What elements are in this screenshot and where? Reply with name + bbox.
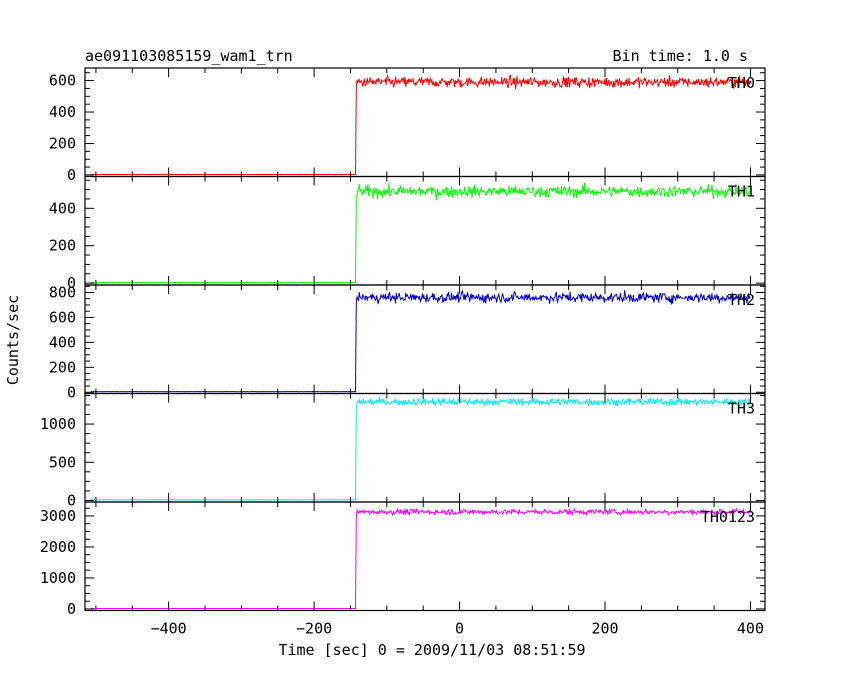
panel-label-th0: TH0 [728, 74, 755, 92]
panel-label-th2: TH2 [728, 291, 755, 309]
series-line-th2 [90, 289, 751, 393]
panel-label-th0123: TH0123 [701, 508, 755, 526]
series-line-th0123 [90, 507, 751, 609]
y-tick-label: 400 [49, 333, 76, 351]
y-tick-label: 1000 [40, 569, 76, 587]
y-tick-label: 500 [49, 453, 76, 471]
series-line-th1 [90, 182, 751, 284]
series-line-th0 [90, 73, 751, 176]
y-tick-label: 0 [67, 600, 76, 618]
y-tick-label: 200 [49, 237, 76, 255]
y-tick-label: 200 [49, 358, 76, 376]
series-line-th3 [90, 396, 751, 501]
y-tick-label: 2000 [40, 538, 76, 556]
y-tick-label: 600 [49, 308, 76, 326]
y-tick-label: 3000 [40, 507, 76, 525]
x-tick-label: −200 [296, 620, 332, 638]
panel-label-th1: TH1 [728, 183, 755, 201]
y-tick-label: 800 [49, 283, 76, 301]
y-tick-label: 400 [49, 103, 76, 121]
y-tick-label: 200 [49, 134, 76, 152]
chart-title: ae091103085159_wam1_trn [85, 47, 293, 65]
y-tick-label: 1000 [40, 415, 76, 433]
y-axis-label: Counts/sec [4, 295, 22, 385]
x-tick-label: 400 [737, 620, 764, 638]
panels-group: 0 200 400 600 TH0 0 200 400 TH1 0 200 400 600 800 TH2 0… [40, 67, 766, 638]
panel-label-th3: TH3 [728, 400, 755, 418]
panel-frame-th0123 [84, 501, 766, 612]
x-tick-label: −400 [151, 620, 187, 638]
y-tick-label: 0 [67, 383, 76, 401]
y-tick-label: 600 [49, 72, 76, 90]
panel-frame-th3 [84, 392, 766, 503]
x-axis-label: Time [sec] 0 = 2009/11/03 08:51:59 [278, 641, 585, 659]
panel-frame-th2 [84, 284, 766, 395]
panel-frame-th0 [84, 67, 766, 178]
y-tick-label: 0 [67, 274, 76, 292]
x-tick-label: 0 [455, 620, 464, 638]
y-tick-label: 400 [49, 199, 76, 217]
y-tick-label: 0 [67, 491, 76, 509]
y-tick-label: 0 [67, 166, 76, 184]
x-tick-label: 200 [591, 620, 618, 638]
bin-time-label: Bin time: 1.0 s [613, 47, 748, 65]
